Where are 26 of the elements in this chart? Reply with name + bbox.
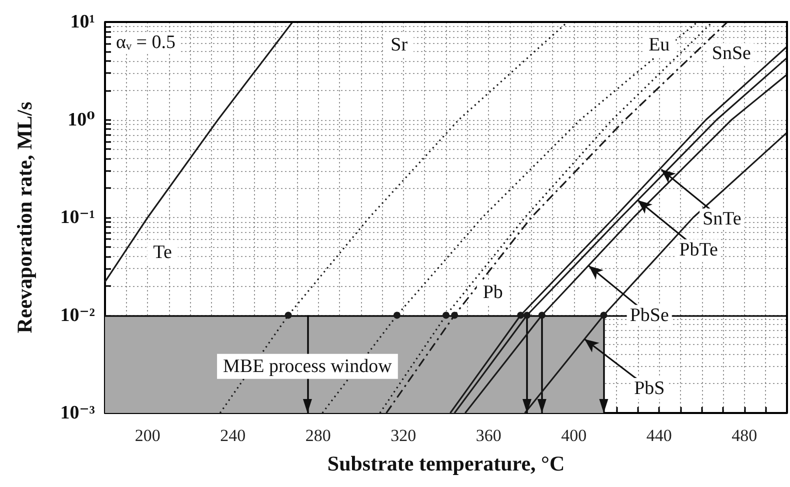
annotation: Te: [153, 242, 172, 263]
annotation: Sr: [390, 34, 408, 56]
x-tick-label: 280: [305, 426, 331, 445]
x-tick-label: 400: [561, 426, 587, 445]
annotation: Eu: [648, 34, 670, 56]
y-tick-label: 10⁻²: [60, 304, 96, 326]
annotation: SnSe: [712, 43, 751, 64]
x-tick-label: 320: [390, 426, 416, 445]
x-axis-title: Substrate temperature, °C: [327, 452, 565, 476]
y-tick-label: 10⁻¹: [60, 207, 95, 228]
y-axis-title: Reevaporation rate, ML/s: [12, 102, 36, 334]
y-tick-label: 10¹: [70, 12, 95, 32]
y-tick-label: 10⁻³: [60, 402, 96, 424]
annotation: MBE process window: [223, 356, 392, 377]
annotation: PbS: [634, 378, 665, 400]
annotation: Pb: [482, 282, 503, 304]
x-tick-label: 480: [732, 426, 758, 445]
annotation: PbSe: [630, 304, 669, 326]
x-tick-label: 200: [134, 426, 160, 445]
y-tick-label: 10⁰: [68, 109, 95, 130]
annotation: SnTe: [702, 208, 742, 230]
annotation: αᵥ = 0.5: [116, 32, 176, 53]
x-tick-label: 440: [646, 426, 672, 445]
x-tick-label: 360: [476, 426, 502, 445]
x-tick-label: 240: [220, 426, 246, 445]
annotation: PbTe: [679, 239, 718, 260]
